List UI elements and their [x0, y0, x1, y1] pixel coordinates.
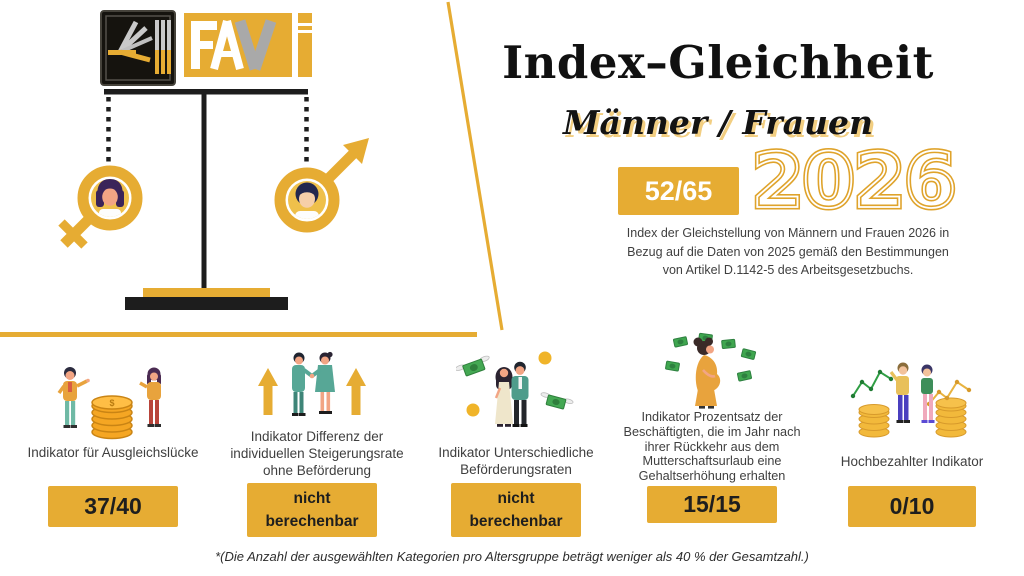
couple-figures	[494, 361, 529, 427]
indicator-value-badge: nicht berechenbar	[451, 483, 581, 537]
indicator-card-compensation-gap: $	[22, 340, 204, 535]
indicator-card-raise-rate-difference: Indikator Differenz der individuellen St…	[222, 340, 412, 540]
people-coins-growth-chart-icon	[850, 362, 972, 438]
diagonal-divider	[446, 1, 504, 331]
pregnant-woman-with-money-icon	[665, 332, 757, 409]
scale-base-gold	[143, 288, 270, 297]
page-subtitle: Männer / Frauen	[563, 103, 873, 142]
indicator-value-badge: 15/15	[647, 486, 777, 523]
up-arrow-icon	[346, 368, 366, 415]
indicator-label: Indikator Unterschiedliche Beförderungsr…	[438, 445, 594, 477]
svg-text:$: $	[109, 398, 114, 408]
indicator-label: Indikator Prozentsatz der Beschäftigten,…	[623, 410, 801, 484]
couple-with-flying-money-icon	[456, 351, 574, 427]
handshake-figures	[292, 351, 335, 416]
indicator-label: Indikator für Ausgleichslücke	[27, 445, 199, 460]
female-gender-symbol-icon	[58, 165, 143, 249]
total-score-value: 52/65	[644, 175, 713, 206]
indicator-value-badge: 37/40	[48, 486, 178, 527]
indicator-value-badge: 0/10	[848, 486, 976, 527]
footnote: *(Die Anzahl der ausgewählten Kategorien…	[215, 549, 809, 564]
favi-rays-emblem-icon	[100, 10, 176, 86]
handshake-with-up-arrows-icon	[258, 351, 366, 416]
indicator-value-badge: nicht berechenbar	[247, 483, 377, 537]
winged-money-icon	[540, 392, 574, 410]
indicator-card-maternity-raise: Indikator Prozentsatz der Beschäftigten,…	[622, 332, 802, 532]
total-score-badge: 52/65	[618, 167, 739, 215]
indicator-card-promotion-rates: Indikator Unterschiedliche Beförderungsr…	[420, 340, 612, 540]
coin-stack	[858, 404, 890, 438]
index-description: Index der Gleichstellung von Männern und…	[626, 226, 950, 277]
green-line-chart	[850, 369, 894, 399]
svg-text:2026: 2026	[751, 140, 955, 225]
money-bills	[665, 332, 757, 382]
indicator-label: Indikator Differenz der individuellen St…	[230, 429, 404, 478]
man-figure	[889, 362, 910, 423]
balance-scale-illustration	[58, 89, 369, 310]
man-figure	[57, 367, 90, 428]
horizontal-divider	[0, 332, 477, 337]
indicator-card-highest-paid: Hochbezahlter Indikator 0/10	[812, 340, 1012, 535]
woman-avatar	[96, 179, 124, 217]
coin-icon	[538, 351, 552, 365]
man-avatar	[295, 182, 319, 219]
woman-figure	[921, 364, 935, 423]
winged-money-icon	[456, 355, 490, 377]
favi-wordmark: FAVI	[184, 13, 312, 77]
up-arrow-icon	[258, 368, 278, 415]
page-title: Index–Gleichheit	[502, 36, 934, 89]
coin-icon	[466, 403, 480, 417]
pregnant-woman-figure	[693, 337, 721, 409]
year-value: 2026	[751, 140, 955, 225]
indicator-label: Hochbezahlter Indikator	[840, 454, 984, 469]
coin-stack: $	[91, 395, 133, 440]
year-outline-text: 2026 2026	[749, 140, 958, 225]
scale-base	[125, 297, 288, 310]
male-gender-symbol-icon	[274, 138, 369, 233]
scale-pole	[201, 89, 207, 297]
people-with-coin-stack-icon: $	[57, 367, 161, 440]
woman-figure	[139, 367, 161, 427]
coin-stack	[935, 397, 967, 438]
